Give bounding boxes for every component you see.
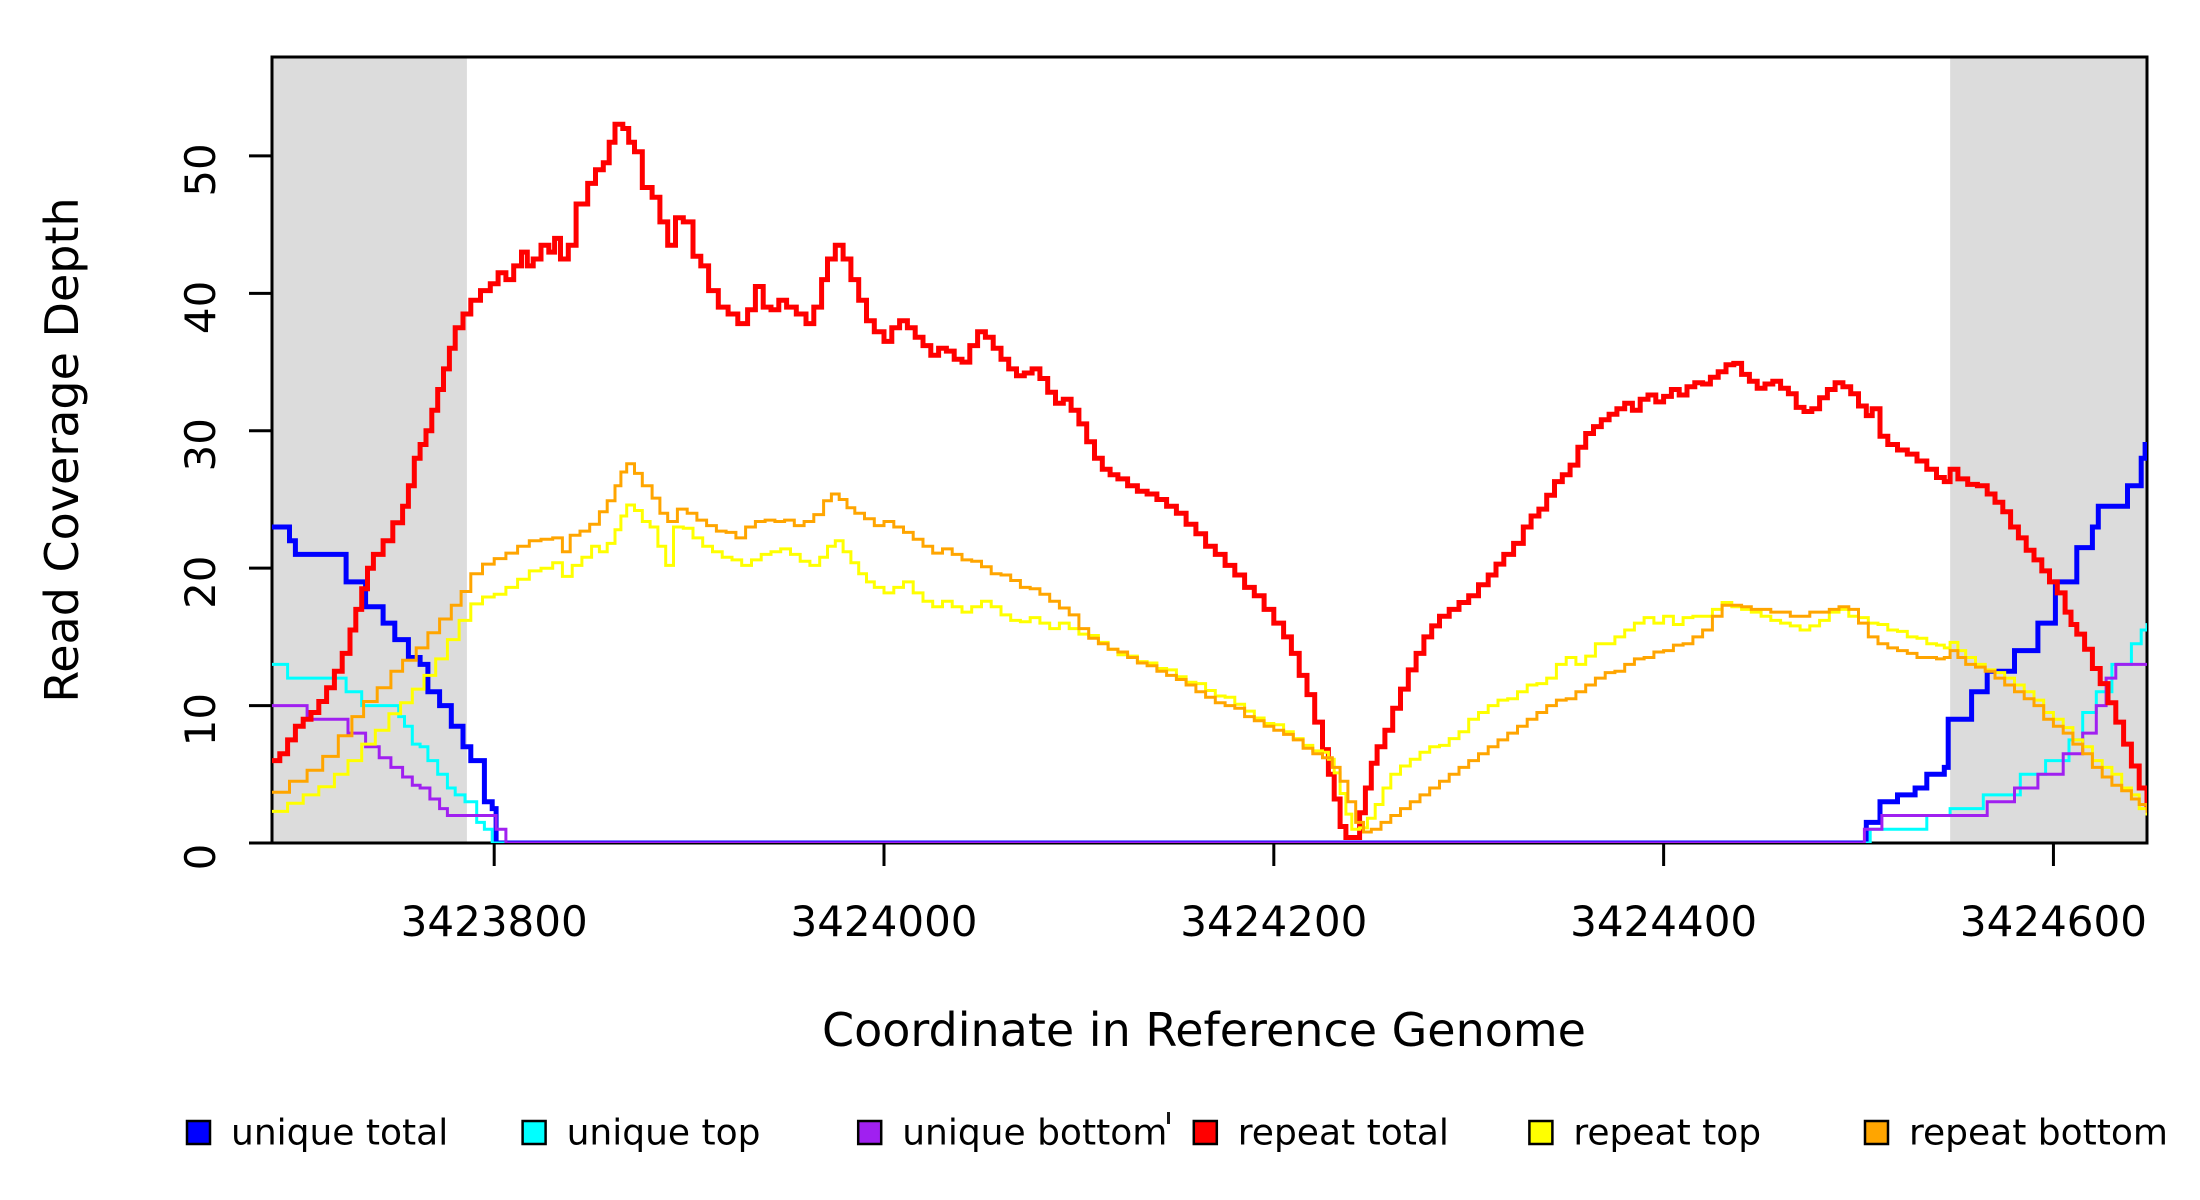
y-tick-label: 0: [176, 844, 225, 871]
shaded-region: [272, 57, 467, 843]
x-tick-label: 3423800: [401, 897, 588, 946]
series-unique-top: [272, 623, 2147, 843]
legend-label-unique-top: unique top: [567, 1113, 761, 1154]
x-tick-label: 3424200: [1180, 897, 1367, 946]
legend-swatch-repeat-top: [1528, 1119, 1554, 1146]
series-unique-total: [272, 442, 2147, 843]
y-tick-label: 20: [176, 555, 225, 608]
y-axis-title: Read Coverage Depth: [35, 197, 89, 702]
stray-tick-mark: [1167, 1112, 1170, 1124]
legend-swatch-unique-total: [185, 1119, 212, 1146]
legend-swatch-repeat-bottom: [1863, 1119, 1890, 1146]
x-axis-title: Coordinate in Reference Genome: [822, 1003, 1586, 1057]
x-tick-label: 3424000: [790, 897, 977, 946]
legend-swatch-unique-top: [521, 1119, 547, 1146]
y-tick-label: 50: [176, 143, 225, 196]
axes: 3423800 3424000 3424200 3424400 3424600 0 10 20…: [176, 55, 2149, 946]
x-tick-label: 3424400: [1570, 897, 1757, 946]
series-repeat-bottom: [272, 462, 2147, 834]
shaded-region: [1950, 57, 2147, 843]
legend-label-unique-bottom: unique bottom: [902, 1113, 1167, 1154]
legend-swatch-unique-bottom: [856, 1119, 883, 1146]
legend-swatch-repeat-total: [1192, 1119, 1219, 1146]
legend: unique total unique top unique bottom repea…: [185, 1113, 2168, 1154]
legend-label-repeat-top: repeat top: [1573, 1113, 1761, 1154]
series-repeat-top: [272, 503, 2147, 831]
series-lines: [272, 121, 2147, 843]
y-tick-label: 10: [176, 693, 225, 746]
plot-border: [270, 55, 2149, 845]
shaded-flank-regions: [272, 57, 2147, 843]
legend-label-repeat-bottom: repeat bottom: [1909, 1113, 2168, 1154]
y-tick-label: 30: [176, 418, 225, 471]
series-repeat-total: [272, 121, 2147, 840]
x-tick-label: 3424600: [1960, 897, 2147, 946]
legend-label-repeat-total: repeat total: [1238, 1113, 1449, 1154]
legend-label-unique-total: unique total: [231, 1113, 448, 1154]
y-tick-label: 40: [176, 281, 225, 334]
